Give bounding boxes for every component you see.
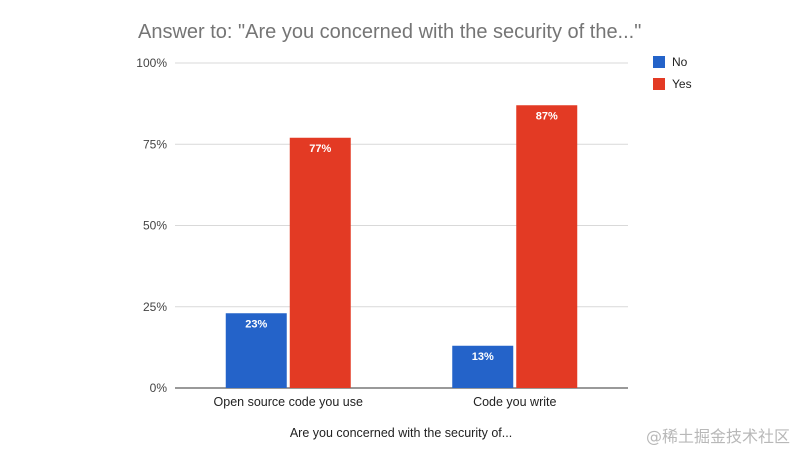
data-label: 13% — [472, 351, 494, 363]
y-tick-label: 0% — [150, 381, 168, 395]
legend-swatch-no — [653, 56, 665, 68]
data-label: 23% — [245, 318, 267, 330]
data-labels: 23% 77% 13% 87% — [245, 110, 558, 363]
chart-title: Answer to: "Are you concerned with the s… — [138, 21, 641, 43]
bar-no-2 — [452, 345, 514, 388]
x-axis-label: Are you concerned with the security of..… — [290, 426, 512, 440]
bar-yes-2 — [516, 105, 578, 388]
data-label: 87% — [536, 110, 558, 122]
x-axis-categories: Open source code you use Code you write — [214, 395, 557, 409]
category-label: Code you write — [473, 395, 556, 409]
y-axis-ticks: 0% 25% 50% 75% 100% — [136, 56, 167, 395]
y-tick-label: 50% — [143, 219, 167, 233]
legend-swatch-yes — [653, 78, 665, 90]
category-label: Open source code you use — [214, 395, 363, 409]
watermark: @稀土掘金技术社区 — [645, 427, 790, 446]
legend: No Yes — [653, 55, 692, 91]
legend-label-yes: Yes — [672, 77, 692, 91]
y-tick-label: 75% — [143, 137, 167, 151]
bars — [225, 105, 578, 388]
bar-yes-1 — [289, 137, 351, 388]
data-label: 77% — [309, 143, 331, 155]
y-tick-label: 25% — [143, 300, 167, 314]
legend-label-no: No — [672, 55, 688, 69]
y-tick-label: 100% — [136, 56, 167, 70]
bar-no-1 — [225, 313, 287, 388]
